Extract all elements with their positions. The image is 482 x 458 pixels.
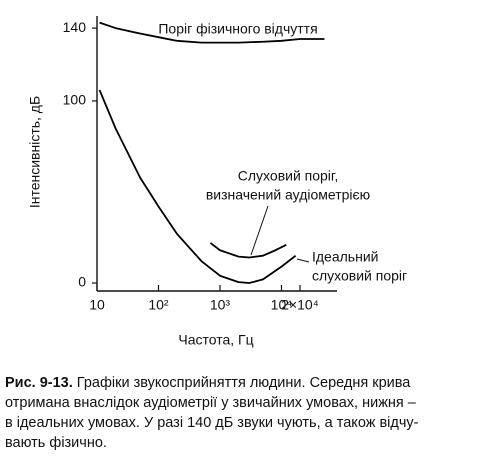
- annotation: Поріг фізичного відчуття: [158, 21, 317, 37]
- x-tick-label: 10²: [148, 297, 169, 313]
- x-tick-label: 10³: [210, 297, 231, 313]
- x-tick-label: 2×10⁴: [281, 297, 319, 313]
- y-tick-label: 100: [63, 92, 87, 108]
- caption: Рис. 9-13. Графіки звукосприйняття людин…: [5, 375, 411, 391]
- caption-text: вають фізично.: [5, 435, 107, 451]
- y-tick-label: 0: [78, 274, 86, 290]
- curve: [98, 89, 297, 284]
- x-axis-label: Частота, Гц: [178, 332, 253, 348]
- annotation: Слуховий поріг,: [238, 168, 338, 184]
- caption-text: отримана внаслідок аудіометрії у звичайн…: [5, 395, 417, 411]
- x-tick-label: 10⁴: [271, 297, 293, 313]
- curve: [99, 21, 325, 44]
- annotation: визначений аудіометрією: [206, 187, 370, 203]
- y-tick-label: 140: [63, 19, 87, 35]
- caption-text: в ідеальних умовах. У разі 140 дБ звуки …: [5, 415, 419, 431]
- caption-text: Графіки звукосприйняття людини. Середня …: [73, 375, 412, 391]
- leader-line: [296, 258, 310, 263]
- curve: [209, 242, 287, 259]
- leader-line: [250, 205, 269, 256]
- annotation: Ідеальний: [312, 249, 378, 265]
- x-tick-label: 10: [89, 297, 105, 313]
- y-axis-label: Інтенсивність, дБ: [27, 96, 43, 208]
- caption-label: Рис. 9-13.: [5, 375, 73, 391]
- annotation: слуховий поріг: [312, 268, 407, 284]
